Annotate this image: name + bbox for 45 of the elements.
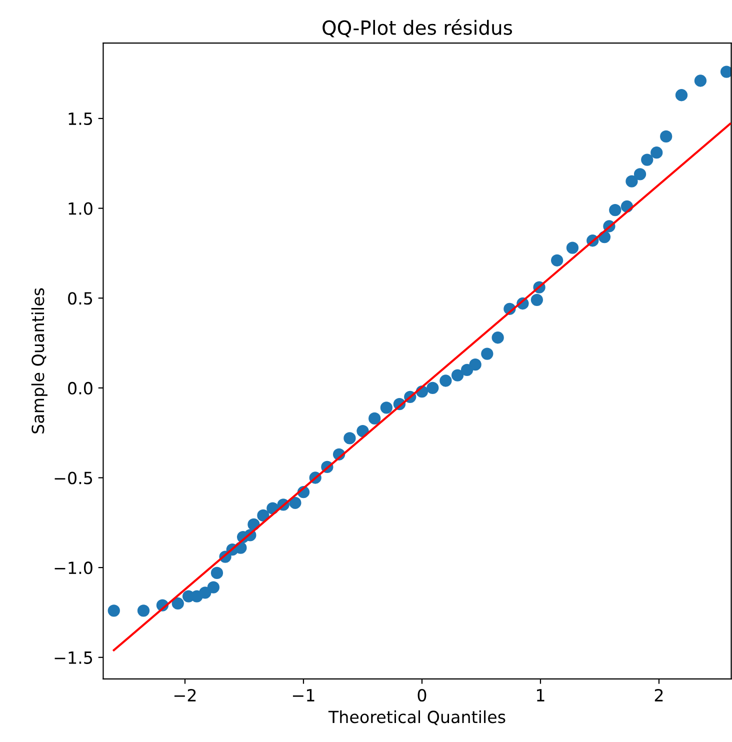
y-tick-label: 0.0 (68, 382, 92, 394)
point (210, 566, 224, 580)
point (199, 586, 212, 599)
point (720, 66, 732, 78)
point (460, 364, 474, 376)
y-tick-label: 1.5 (68, 112, 92, 126)
point (257, 509, 270, 522)
point (694, 74, 707, 87)
x-axis-title: Theoretical Quantiles (328, 710, 506, 726)
x-tick-label: −1 (292, 689, 314, 702)
point (137, 604, 150, 617)
y-tick-label: −1.0 (54, 562, 92, 574)
point (108, 604, 120, 617)
y-tick-label: −1.5 (54, 652, 92, 664)
point (530, 294, 543, 306)
point (641, 154, 654, 166)
point (550, 254, 564, 266)
point (609, 204, 622, 216)
point (172, 597, 184, 610)
y-tick-label: 1.0 (68, 202, 92, 215)
point (344, 432, 356, 444)
point (650, 146, 663, 159)
point (289, 496, 302, 509)
point (626, 175, 638, 188)
x-tick-label: 1 (537, 689, 544, 702)
point (660, 130, 672, 143)
point (566, 242, 579, 254)
point (469, 358, 482, 371)
y-tick-label: −0.5 (54, 472, 92, 484)
point (492, 332, 504, 344)
point (380, 402, 393, 414)
y-axis-title: Sample Quantiles (31, 288, 48, 434)
x-tick-label: 2 (654, 688, 663, 702)
point (426, 382, 439, 394)
point (675, 89, 688, 102)
point (451, 369, 464, 382)
point (368, 412, 381, 425)
point (207, 581, 220, 594)
chart-title: QQ-Plot des résidus (322, 19, 512, 38)
x-tick-label: −2 (174, 688, 196, 702)
y-tick-label: 0.5 (68, 292, 92, 305)
x-tick-label: 0 (418, 688, 426, 702)
point (440, 374, 452, 387)
point (634, 168, 646, 180)
point (481, 348, 494, 360)
